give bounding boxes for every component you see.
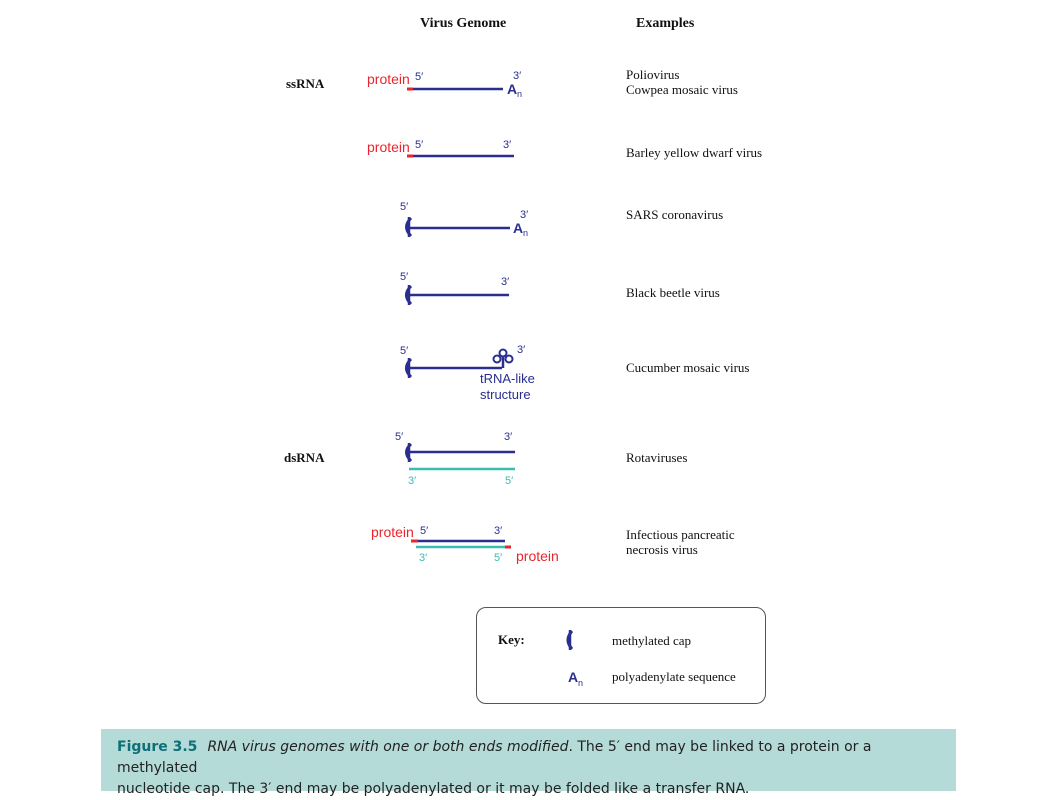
- protein-label: protein: [371, 524, 414, 540]
- genome-diagrams: protein 5′ 3′ A n protein 5′ 3′ 5′ 3′ A …: [367, 70, 559, 564]
- complement-three-prime-label: 3′: [419, 552, 427, 564]
- key-polya-label: polyadenylate sequence: [612, 669, 736, 684]
- svg-text:n: n: [517, 89, 522, 99]
- caption-line-1: Figure 3.5 RNA virus genomes with one or …: [117, 737, 940, 779]
- virus-genome-header: Virus Genome: [420, 16, 507, 31]
- five-prime-label: 5′: [420, 525, 428, 537]
- three-prime-label: 3′: [494, 525, 502, 537]
- svg-text:A: A: [568, 669, 578, 685]
- three-prime-label: 3′: [520, 209, 528, 221]
- genome-row-cucumber-mosaic: 5′ 3′ tRNA-like structure: [400, 344, 535, 402]
- trna-like-label: tRNA-like: [480, 371, 535, 386]
- caption-text-1: . The 5′ end may be linked to a protein …: [117, 739, 872, 776]
- genome-row-barley-yellow-dwarf: protein 5′ 3′: [367, 139, 514, 158]
- dsrna-label: dsRNA: [284, 450, 325, 465]
- trna-cloverleaf-icon: [492, 348, 514, 368]
- svg-text:A: A: [513, 220, 523, 236]
- examples-header: Examples: [636, 16, 695, 31]
- svg-text:n: n: [578, 678, 583, 688]
- ssrna-label: ssRNA: [286, 76, 325, 91]
- caption-text-2: nucleotide cap. The 3′ end may be polyad…: [117, 781, 750, 797]
- svg-text:A: A: [507, 81, 517, 97]
- complement-five-prime-label: 5′: [494, 552, 502, 564]
- key-title: Key:: [498, 632, 525, 647]
- complement-three-prime-label: 3′: [408, 475, 416, 487]
- polyadenylate-sequence-icon: A n: [513, 220, 528, 238]
- genome-row-poliovirus: protein 5′ 3′ A n: [367, 70, 522, 99]
- polyadenylate-sequence-icon: A n: [568, 669, 583, 688]
- svg-text:n: n: [523, 228, 528, 238]
- five-prime-label: 5′: [415, 139, 423, 151]
- example-sars-coronavirus: SARS coronavirus: [626, 207, 724, 222]
- five-prime-label: 5′: [400, 271, 408, 283]
- example-cowpea-mosaic-virus: Cowpea mosaic virus: [626, 82, 738, 97]
- five-prime-label: 5′: [415, 71, 423, 83]
- three-prime-label: 3′: [504, 431, 512, 443]
- example-poliovirus: Poliovirus: [626, 67, 680, 82]
- three-prime-label: 3′: [503, 139, 511, 151]
- five-prime-label: 5′: [400, 201, 408, 213]
- example-necrosis-virus: necrosis virus: [626, 542, 698, 557]
- three-prime-label: 3′: [513, 70, 521, 82]
- methylated-cap-icon: [566, 630, 574, 650]
- genome-row-sars: 5′ 3′ A n: [400, 201, 528, 238]
- key-box: Key: methylated cap A n polyadenylate se…: [476, 607, 766, 704]
- structure-label: structure: [480, 387, 531, 402]
- genome-row-infectious-pancreatic-necrosis: protein 5′ 3′ 3′ 5′ protein: [371, 524, 559, 564]
- example-infectious-pancreatic: Infectious pancreatic: [626, 527, 735, 542]
- protein-label: protein: [367, 71, 410, 87]
- example-black-beetle-virus: Black beetle virus: [626, 285, 720, 300]
- caption-title: RNA virus genomes with one or both ends …: [207, 739, 569, 755]
- polyadenylate-sequence-icon: A n: [507, 81, 522, 99]
- example-barley-yellow-dwarf-virus: Barley yellow dwarf virus: [626, 145, 763, 160]
- example-cucumber-mosaic-virus: Cucumber mosaic virus: [626, 360, 750, 375]
- figure-number: Figure 3.5: [117, 739, 198, 755]
- genome-row-rotaviruses: 5′ 3′ 3′ 5′: [395, 431, 515, 487]
- five-prime-label: 5′: [395, 431, 403, 443]
- five-prime-label: 5′: [400, 345, 408, 357]
- protein-label: protein: [516, 548, 559, 564]
- key-cap-label: methylated cap: [612, 633, 692, 648]
- figure-caption: Figure 3.5 RNA virus genomes with one or …: [101, 729, 956, 797]
- caption-line-2: nucleotide cap. The 3′ end may be polyad…: [117, 779, 940, 800]
- protein-label: protein: [367, 139, 410, 155]
- complement-five-prime-label: 5′: [505, 475, 513, 487]
- example-rotaviruses: Rotaviruses: [626, 450, 688, 465]
- genome-row-black-beetle: 5′ 3′: [400, 271, 509, 306]
- three-prime-label: 3′: [517, 344, 525, 356]
- three-prime-label: 3′: [501, 276, 509, 288]
